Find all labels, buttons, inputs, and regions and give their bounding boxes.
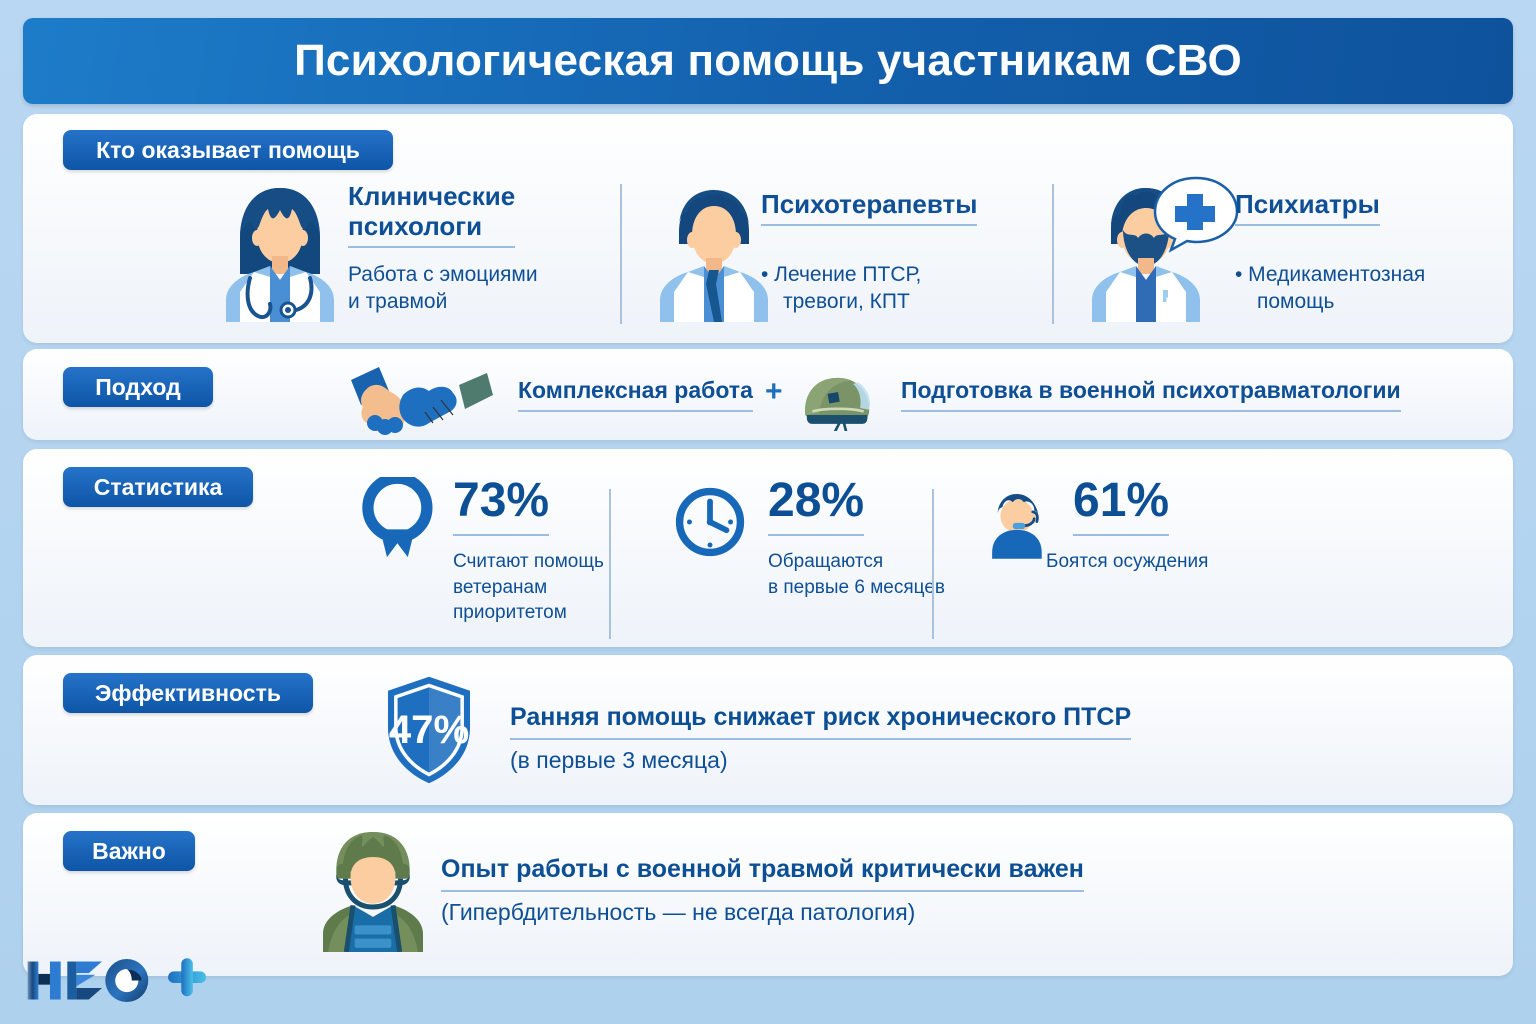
svg-text:47%: 47% [389,707,469,752]
